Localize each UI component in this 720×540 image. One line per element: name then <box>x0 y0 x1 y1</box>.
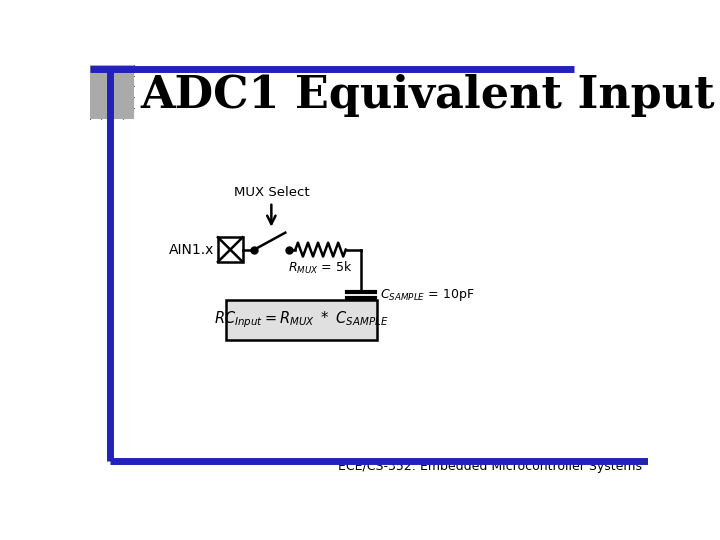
Text: $R_{MUX}$ = 5k: $R_{MUX}$ = 5k <box>288 260 353 276</box>
Bar <box>90 80 94 85</box>
Text: MUX Select: MUX Select <box>233 186 309 199</box>
Text: AIN1.x: AIN1.x <box>168 242 214 256</box>
Bar <box>225 300 377 340</box>
Bar <box>130 99 134 103</box>
Text: ADC1 Equivalent Input Circuit: ADC1 Equivalent Input Circuit <box>140 74 720 117</box>
Bar <box>90 90 94 94</box>
Bar <box>90 65 134 119</box>
Bar <box>218 237 243 262</box>
Text: $\mathit{RC_{Input} = R_{MUX}\ *\ C_{SAMPLE}}$: $\mathit{RC_{Input} = R_{MUX}\ *\ C_{SAM… <box>214 309 389 330</box>
Bar <box>90 71 94 76</box>
Bar <box>130 90 134 94</box>
Bar <box>130 80 134 85</box>
Bar <box>90 99 94 103</box>
Text: $C_{SAMPLE}$ = 10pF: $C_{SAMPLE}$ = 10pF <box>380 287 474 303</box>
Bar <box>130 71 134 76</box>
Text: ECE/CS-352: Embedded Microcontroller Systems: ECE/CS-352: Embedded Microcontroller Sys… <box>338 460 642 473</box>
